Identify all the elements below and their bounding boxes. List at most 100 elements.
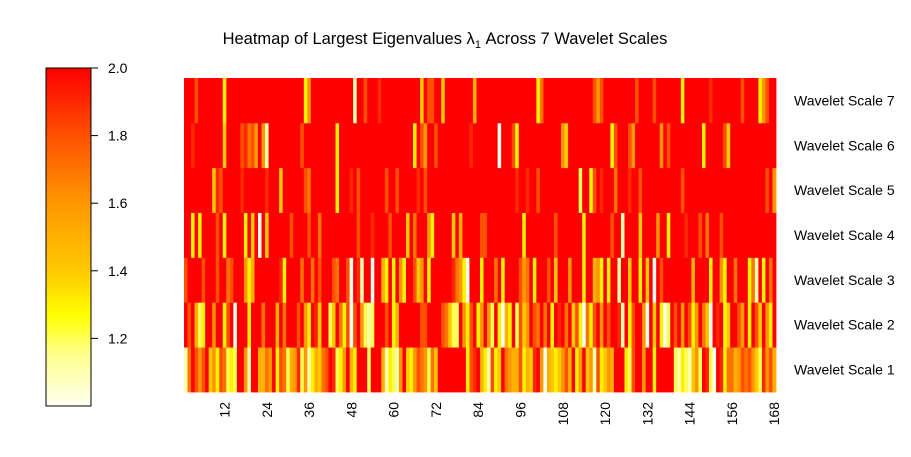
heatmap-cell	[620, 212, 625, 258]
heatmap-cell	[254, 347, 259, 393]
heatmap-cell	[451, 167, 456, 213]
heatmap-cell	[406, 347, 410, 393]
heatmap-cell	[384, 212, 389, 258]
heatmap-cell	[716, 347, 721, 393]
heatmap-cell	[546, 78, 551, 124]
heatmap-cell	[215, 347, 220, 393]
heatmap-cell	[642, 167, 647, 213]
heatmap-cell	[402, 167, 407, 213]
heatmap-cell	[737, 302, 742, 348]
heatmap-cell	[212, 257, 217, 303]
heatmap-cell	[413, 78, 417, 124]
heatmap-cell	[624, 302, 629, 348]
heatmap-cell	[751, 78, 756, 124]
heatmap-cell	[709, 257, 713, 303]
heatmap-cell	[709, 167, 713, 213]
heatmap-cell	[279, 347, 284, 393]
heatmap-cell	[377, 347, 382, 393]
heatmap-cell	[437, 212, 442, 258]
heatmap-cell	[370, 257, 375, 303]
heatmap-cell	[191, 212, 195, 258]
heatmap-cell	[501, 257, 506, 303]
heatmap-cell	[437, 167, 442, 213]
heatmap-cell	[451, 78, 456, 124]
heatmap-cell	[307, 78, 312, 124]
heatmap-cell	[761, 167, 766, 213]
heatmap-cell	[730, 78, 735, 124]
heatmap-cell	[303, 78, 308, 124]
heatmap-cell	[272, 212, 277, 258]
heatmap-cell	[286, 347, 291, 393]
heatmap-cell	[201, 212, 206, 258]
heatmap-cell	[687, 347, 692, 393]
heatmap-cell	[184, 78, 188, 124]
heatmap-cell	[258, 257, 262, 303]
heatmap-cell	[208, 257, 213, 303]
heatmap-cell	[247, 347, 252, 393]
heatmap-cell	[240, 167, 245, 213]
heatmap-cell	[286, 212, 291, 258]
heatmap-cell	[680, 78, 685, 124]
heatmap-cell	[702, 122, 706, 169]
heatmap-cell	[367, 302, 372, 348]
heatmap-cell	[363, 302, 368, 348]
heatmap-cell	[208, 167, 213, 213]
heatmap-cell	[363, 122, 368, 169]
heatmap-cell	[272, 122, 277, 169]
heatmap-cell	[250, 347, 255, 393]
heatmap-cell	[243, 78, 248, 124]
heatmap-cell	[670, 78, 675, 124]
heatmap-cell	[268, 347, 273, 393]
heatmap-cell	[487, 347, 491, 393]
heatmap-cell	[314, 347, 319, 393]
heatmap-cell	[656, 347, 661, 393]
heatmap-cell	[406, 257, 410, 303]
heatmap-cell	[620, 302, 625, 348]
heatmap-cell	[768, 212, 773, 258]
heatmap-cell	[666, 302, 671, 348]
heatmap-cell	[194, 212, 199, 258]
heatmap-cell	[296, 122, 301, 169]
heatmap-cell	[187, 347, 192, 393]
heatmap-cell	[698, 212, 703, 258]
heatmap-cell	[504, 347, 509, 393]
heatmap-cell	[430, 257, 435, 303]
heatmap-cell	[497, 302, 502, 348]
heatmap-cell	[599, 257, 604, 303]
heatmap-cell	[663, 347, 668, 393]
heatmap-cell	[635, 122, 639, 169]
heatmap-cell	[430, 78, 435, 124]
heatmap-cell	[768, 302, 773, 348]
heatmap-cell	[663, 302, 668, 348]
heatmap-cell	[730, 212, 735, 258]
heatmap-cell	[420, 257, 425, 303]
heatmap-cell	[515, 78, 520, 124]
heatmap-cell	[229, 347, 234, 393]
x-tick-label: 168	[766, 402, 782, 426]
heatmap-cell	[226, 347, 231, 393]
heatmap-cell	[532, 347, 537, 393]
heatmap-cell	[356, 302, 361, 348]
heatmap-cell	[282, 347, 287, 393]
heatmap-cell	[670, 257, 675, 303]
heatmap-cell	[744, 257, 749, 303]
heatmap-cell	[539, 167, 544, 213]
heatmap-cell	[487, 302, 491, 348]
heatmap-cell	[719, 212, 724, 258]
heatmap-cell	[571, 78, 576, 124]
heatmap-cell	[381, 347, 386, 393]
heatmap-cell	[596, 78, 601, 124]
heatmap-cell	[702, 167, 706, 213]
heatmap-cell	[550, 122, 555, 169]
heatmap-cell	[212, 212, 217, 258]
heatmap-cell	[339, 302, 343, 348]
heatmap-cell	[391, 347, 396, 393]
heatmap-cell	[571, 257, 576, 303]
heatmap-cell	[518, 167, 523, 213]
heatmap-cell	[215, 302, 220, 348]
heatmap-cell	[254, 257, 259, 303]
heatmap-cell	[716, 212, 721, 258]
heatmap-cell	[635, 167, 639, 213]
heatmap-cell	[564, 257, 569, 303]
heatmap-cell	[719, 257, 724, 303]
